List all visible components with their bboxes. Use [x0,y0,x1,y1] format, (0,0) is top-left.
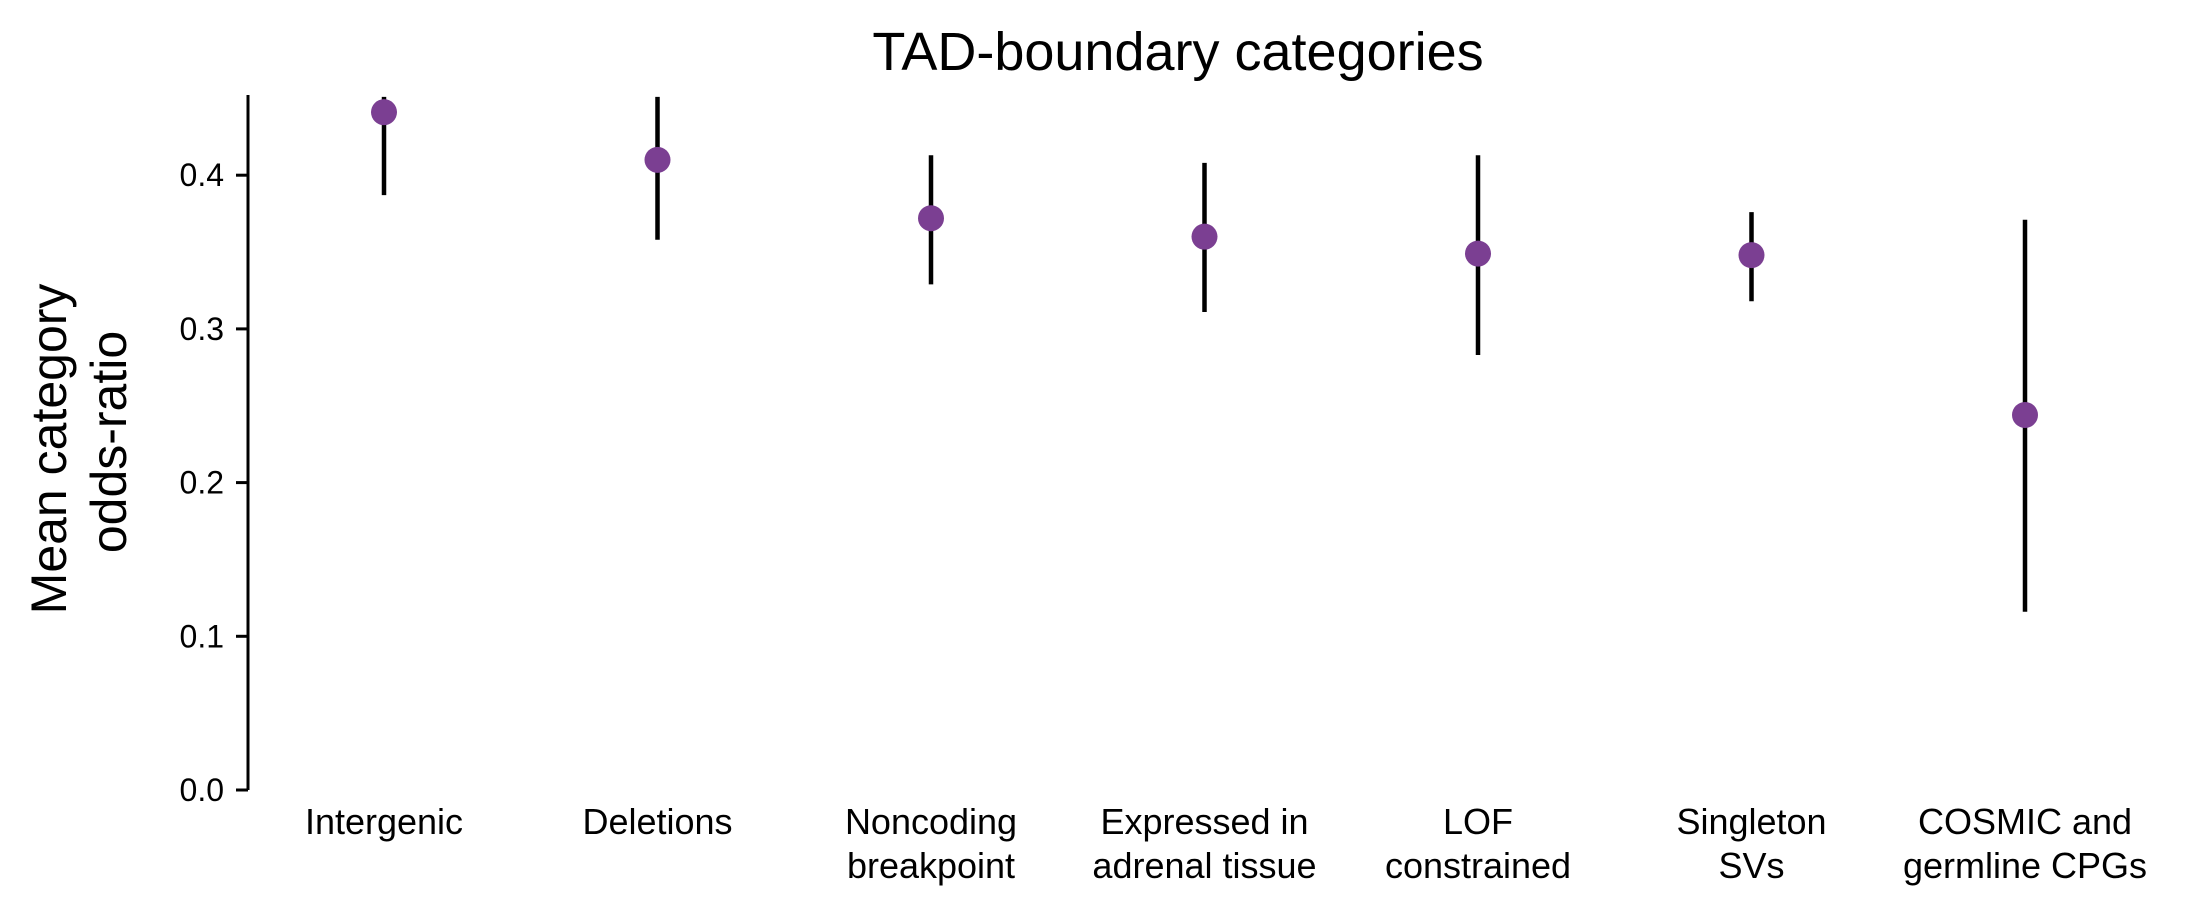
data-point-6 [2012,401,2038,428]
x-category-label-5-line-0: Singleton [1676,801,1826,842]
x-category-label-6-line-0: COSMIC and [1918,801,2132,842]
x-category-label-4: LOF constrained [1385,801,1571,886]
x-category-label-1-line-0: Deletions [582,801,732,842]
x-category-label-4-line-1: constrained [1385,845,1571,886]
x-category-label-2: Noncoding breakpoint [845,801,1017,886]
y-tick-label-1: 0.1 [180,618,224,654]
data-point-2 [918,205,944,232]
x-category-label-5-line-1: SVs [1718,845,1784,886]
x-category-label-0-line-0: Intergenic [305,801,463,842]
data-point-4 [1465,240,1491,267]
chart-title: TAD-boundary categories [872,22,1483,82]
x-category-label-3: Expressed in adrenal tissue [1092,801,1316,886]
data-point-5 [1738,242,1765,269]
x-category-label-6-line-1: germline CPGs [1903,845,2147,886]
data-point-0 [371,99,397,126]
data-point-1 [644,146,671,173]
data-point-3 [1191,223,1218,250]
data-points [371,99,2038,428]
x-category-label-6: COSMIC and germline CPGs [1903,801,2147,886]
x-category-label-4-line-0: LOF [1443,801,1513,842]
x-category-labels: Intergenic Deletions Noncoding breakpoint Ex… [305,801,2147,886]
x-category-label-2-line-1: breakpoint [847,845,1015,886]
y-tick-label-4: 0.4 [180,157,224,193]
x-category-label-3-line-0: Expressed in [1100,801,1308,842]
y-tick-label-3: 0.3 [180,311,224,347]
y-ticks: 0.0 0.1 0.2 0.3 0.4 [180,157,248,808]
x-category-label-0: Intergenic [305,801,463,842]
x-category-label-1: Deletions [582,801,732,842]
x-category-label-3-line-1: adrenal tissue [1092,845,1316,886]
x-category-label-5: Singleton SVs [1676,801,1826,886]
x-category-label-2-line-0: Noncoding [845,801,1017,842]
error-bars [381,96,2028,612]
y-tick-label-0: 0.0 [180,772,224,808]
y-axis-label-line-1: Mean category [21,284,77,615]
y-tick-label-2: 0.2 [180,465,224,501]
y-axis-label-line-2: odds-ratio [81,331,137,553]
y-axis-label: Mean category odds-ratio [21,270,137,615]
